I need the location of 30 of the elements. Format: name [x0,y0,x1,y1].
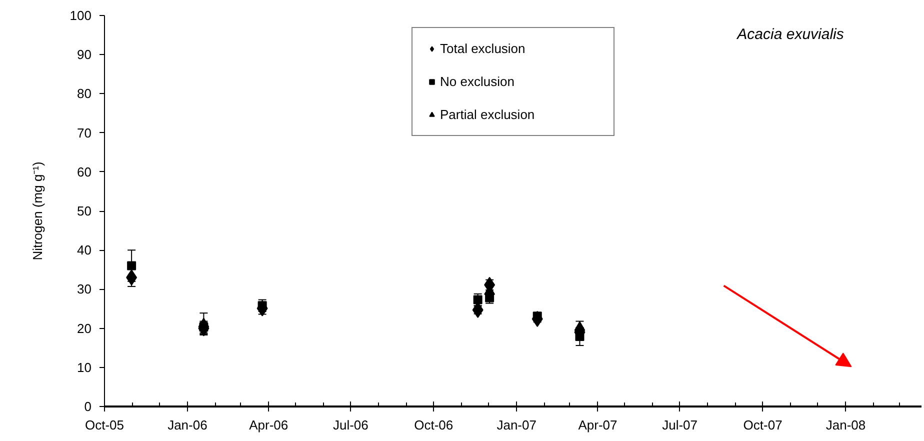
point [473,295,482,304]
y-tick-label: 70 [77,125,92,140]
legend-label: Total exclusion [440,41,526,56]
x-tick-label: Jul-06 [332,418,368,432]
text: Acacia exuvialis [736,26,844,44]
y-tick-label: 90 [77,47,92,62]
y-tick-label: 80 [77,86,92,102]
x-tick-label: Jan-06 [168,418,208,432]
y-tick-label: 0 [84,399,92,414]
y-tick-label: 100 [70,8,92,23]
x-tick-label: Oct-06 [414,418,454,432]
x-tick-label: Oct-07 [743,418,782,432]
point [127,261,136,270]
y-tick-label: 20 [77,320,92,336]
point [198,318,210,328]
x-tick-label: Jan-07 [496,418,536,432]
y-tick-label: 40 [77,242,92,258]
x-tick-label: Apr-07 [578,418,618,432]
x-tick-label: Apr-06 [249,418,288,432]
x-tick-label: Jul-07 [662,418,698,432]
x-tick-label: Oct-05 [84,418,124,432]
legend-label: Partial exclusion [440,107,536,122]
point [574,321,586,331]
x-tick-label: Jan-08 [826,418,866,432]
y-tick-label: 50 [77,204,92,218]
y-tick-label: 60 [77,164,92,180]
legend-label: No exclusion [440,74,516,89]
y-axis-title: Nitrogen (mg g⁻¹) [30,162,45,260]
y-tick-label: 30 [77,282,92,297]
y-tick-label: 10 [77,360,92,375]
